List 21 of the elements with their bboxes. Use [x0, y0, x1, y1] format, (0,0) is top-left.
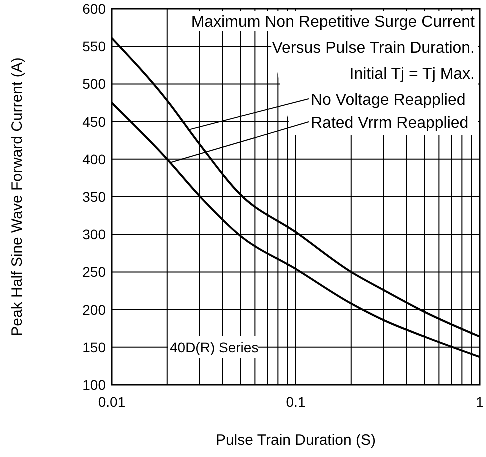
y-tick-label: 550 [82, 38, 106, 55]
y-tick-label: 100 [82, 377, 106, 393]
x-tick-label: 1 [476, 394, 484, 410]
text: Maximum Non Repetitive Surge Current Versus Pulse Train Duration. [191, 14, 476, 57]
y-tick-label: 150 [82, 339, 106, 356]
x-tick-label: 0.01 [98, 394, 126, 410]
y-axis-title: Peak Half Sine Wave Forward Current (A) [9, 58, 26, 336]
y-tick-label: 400 [82, 151, 106, 168]
y-tick-label: 200 [82, 302, 106, 318]
y-tick-label: 500 [82, 76, 106, 92]
x-tick-label: 0.1 [286, 394, 306, 410]
y-tick-label: 350 [82, 189, 106, 205]
y-tick-label: 450 [82, 114, 106, 130]
annotation: Rated Vrrm Reapplied [311, 115, 469, 132]
y-tick-label: 300 [82, 226, 106, 243]
y-tick-label: 600 [82, 1, 106, 17]
annotation: 40D(R) Series [170, 339, 259, 356]
text: Initial Tj = Tj Max. [350, 66, 475, 83]
y-tick-label: 250 [82, 264, 106, 280]
annotation: No Voltage Reapplied [311, 92, 466, 109]
x-axis-title: Pulse Train Duration (S) [216, 432, 376, 449]
